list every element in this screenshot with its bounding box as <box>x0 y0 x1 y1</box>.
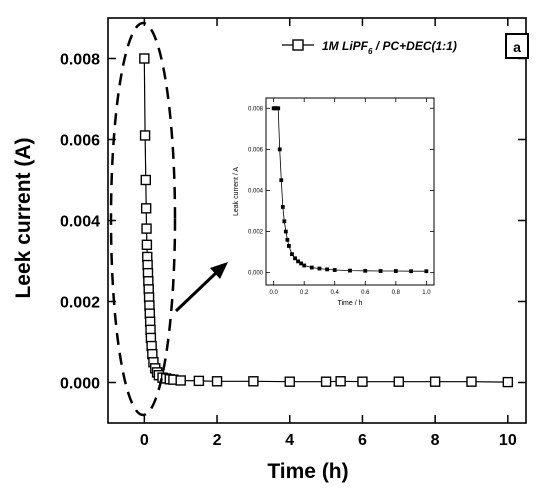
inset-data-point <box>325 267 329 272</box>
main-y-tick-label: 0.004 <box>60 214 100 231</box>
inset-y-tick-label: 0.002 <box>248 230 264 236</box>
main-data-point <box>320 376 332 387</box>
main-data-point <box>141 223 152 234</box>
main-y-tick-label: 0.008 <box>60 52 100 69</box>
main-series-line <box>143 58 508 383</box>
main-x-tick-label: 4 <box>285 432 294 449</box>
main-data-point <box>140 174 152 186</box>
inset-chart: 0.0 0.2 0.4 0.6 0.8 1.0 0.000 0.002 0.004 0.006 0.… <box>233 97 435 307</box>
inset-data-point <box>317 266 322 271</box>
inset-data-point <box>296 259 300 264</box>
legend-label-main: 1M LiPF <box>322 39 369 53</box>
main-data-point <box>335 376 346 387</box>
inset-data-point <box>282 219 287 224</box>
inset-data-point <box>279 178 284 183</box>
main-data-point <box>429 376 441 387</box>
inset-y-tick-label: 0.006 <box>248 147 264 153</box>
inset-data-point <box>285 237 290 242</box>
main-data-point <box>141 239 153 251</box>
inset-data-point <box>299 261 304 266</box>
main-data-point <box>248 376 259 387</box>
main-data-point <box>502 376 514 388</box>
inset-data-series <box>271 106 429 274</box>
inset-data-point <box>424 269 429 274</box>
main-x-tick-label: 0 <box>140 432 149 449</box>
inset-data-point <box>287 244 291 248</box>
inset-axes: 0.0 0.2 0.4 0.6 0.8 1.0 0.000 0.002 0.004 0.006 0.… <box>233 97 435 307</box>
inset-data-point <box>293 256 297 261</box>
main-data-point <box>211 376 223 387</box>
inset-x-tick-label: 0.6 <box>361 290 370 296</box>
main-axes: 0 2 4 6 8 10 0.000 0.002 0.004 0.006 0.008 <box>60 17 527 449</box>
x-axis-title: Time (h) <box>267 460 348 483</box>
legend-label: 1M LiPF6 / PC+DEC(1:1) <box>322 39 457 56</box>
panel-label: a <box>513 39 521 55</box>
inset-data-point <box>277 147 282 152</box>
main-x-tick-label: 2 <box>213 432 222 449</box>
panel-label-box <box>505 33 529 59</box>
inset-x-tick-label: 0.4 <box>331 290 340 296</box>
main-data-point <box>393 376 404 387</box>
main-data-point <box>466 376 477 387</box>
inset-data-point <box>332 268 337 272</box>
main-plot-frame <box>107 17 527 424</box>
legend: 1M LiPF6 / PC+DEC(1:1) a <box>282 33 529 59</box>
main-y-tick-label: 0.000 <box>60 376 100 393</box>
main-x-tick-label: 8 <box>431 432 440 449</box>
main-data-point <box>193 375 205 387</box>
inset-data-point <box>309 265 314 270</box>
inset-data-point <box>363 268 368 273</box>
inset-data-point <box>280 205 285 209</box>
legend-marker <box>292 39 304 51</box>
inset-x-tick-label: 0.2 <box>300 290 309 296</box>
inset-data-point <box>393 269 398 273</box>
inset-y-tick-label: 0.008 <box>248 106 264 112</box>
inset-data-point <box>283 229 288 234</box>
main-data-point <box>139 130 151 141</box>
main-data-point <box>357 376 368 387</box>
highlight-ellipse <box>109 21 177 417</box>
axis-titles: Time (h) Leek current (A) <box>12 137 349 483</box>
inset-x-axis-title: Time / h <box>337 300 362 307</box>
inset-x-tick-label: 0.8 <box>392 290 401 296</box>
inset-y-tick-label: 0.000 <box>248 271 264 277</box>
inset-pointer-arrow-line <box>174 270 219 313</box>
legend-label-rest: / PC+DEC(1:1) <box>372 39 456 53</box>
main-data-point <box>140 203 152 214</box>
inset-plot-frame <box>265 97 435 286</box>
main-y-tick-label: 0.002 <box>60 295 100 312</box>
main-x-tick-label: 10 <box>499 432 517 449</box>
inset-y-tick-label: 0.004 <box>248 188 264 194</box>
main-y-tick-label: 0.006 <box>60 133 100 150</box>
inset-series-line <box>273 107 427 272</box>
inset-pointer-arrowhead <box>210 262 228 279</box>
inset-data-point <box>302 263 307 268</box>
main-data-series <box>139 53 514 388</box>
main-x-tick-label: 6 <box>358 432 367 449</box>
main-data-point <box>175 375 186 386</box>
inset-data-point <box>409 269 413 274</box>
inset-data-point <box>348 268 352 273</box>
inset-data-point <box>378 269 383 273</box>
main-data-point <box>284 376 295 387</box>
inset-data-point <box>290 252 294 257</box>
inset-x-tick-label: 0.0 <box>269 290 278 296</box>
annotations <box>109 21 228 417</box>
main-data-point <box>139 53 150 64</box>
y-axis-title: Leek current (A) <box>12 137 35 298</box>
legend-label-subscript: 6 <box>368 47 373 56</box>
inset-y-axis-title: Leak current / A <box>233 167 240 216</box>
inset-data-point <box>276 106 281 111</box>
inset-x-tick-label: 1.0 <box>422 290 431 296</box>
